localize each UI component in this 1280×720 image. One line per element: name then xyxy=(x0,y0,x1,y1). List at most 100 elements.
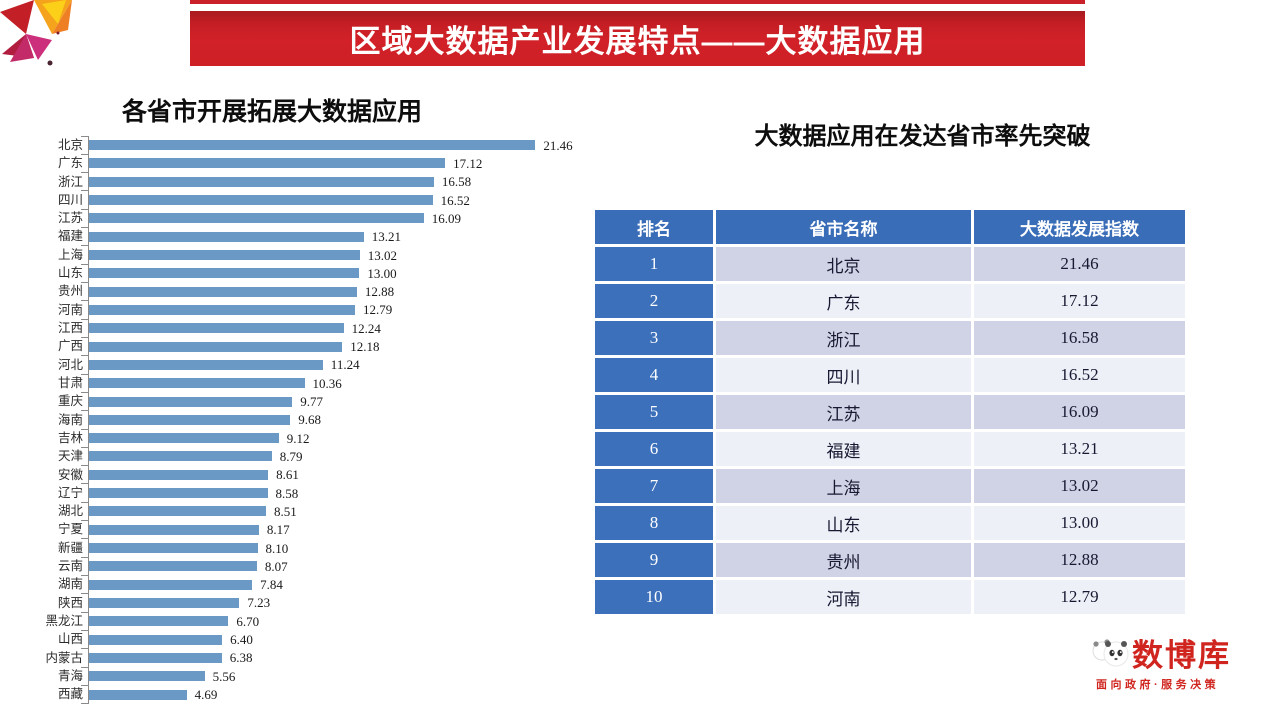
bar-track: 8.07 xyxy=(88,557,586,576)
bar-track: 9.68 xyxy=(88,410,586,429)
chart-row: 湖南 7.84 xyxy=(30,574,586,594)
category-label: 山西 xyxy=(57,632,83,647)
value-label: 8.10 xyxy=(265,540,289,556)
bar xyxy=(89,250,360,261)
index-cell: 13.21 xyxy=(974,432,1185,466)
bar-track: 13.00 xyxy=(88,264,586,283)
table-header-cell: 省市名称 xyxy=(716,210,971,244)
index-cell: 21.46 xyxy=(974,247,1185,281)
chart-row: 河北 11.24 xyxy=(30,355,586,375)
chart-row: 黑龙江 6.70 xyxy=(30,611,586,631)
corner-polygon-logo-icon xyxy=(0,0,72,66)
category-label: 陕西 xyxy=(57,595,83,610)
value-label: 8.58 xyxy=(275,485,299,501)
bar xyxy=(89,506,266,517)
panda-mascot-icon xyxy=(1092,639,1129,667)
category-label: 四川 xyxy=(57,192,83,207)
category-label: 河北 xyxy=(57,357,83,372)
bar-chart: 北京 21.46 广东 17.12 浙江 16.58 四川 16.52 江苏 16.09 福建 13.… xyxy=(30,135,586,704)
value-label: 21.46 xyxy=(543,137,573,153)
province-cell: 广东 xyxy=(716,284,971,318)
bar-track: 8.79 xyxy=(88,447,586,466)
category-label: 浙江 xyxy=(57,174,83,189)
bar-track: 8.61 xyxy=(88,465,586,484)
category-label: 重庆 xyxy=(57,394,83,409)
category-label: 甘肃 xyxy=(57,375,83,390)
category-label: 宁夏 xyxy=(57,522,83,537)
category-label: 江西 xyxy=(57,321,83,336)
category-label: 辽宁 xyxy=(57,485,83,500)
category-label: 内蒙古 xyxy=(45,650,83,665)
value-label: 8.79 xyxy=(279,448,303,464)
chart-row: 山东 13.00 xyxy=(30,263,586,283)
value-label: 5.56 xyxy=(212,668,236,684)
bar-track: 13.02 xyxy=(88,245,586,265)
bar-track: 8.51 xyxy=(88,502,586,521)
value-label: 10.36 xyxy=(312,375,342,391)
bar xyxy=(89,597,240,608)
bar-track: 16.58 xyxy=(88,172,586,191)
value-label: 4.69 xyxy=(194,687,218,703)
chart-row: 浙江 16.58 xyxy=(30,172,586,191)
chart-row: 安徽 8.61 xyxy=(30,465,586,484)
chart-row: 广东 17.12 xyxy=(30,153,586,173)
bar xyxy=(89,231,364,242)
province-cell: 浙江 xyxy=(716,321,971,355)
bar xyxy=(89,213,424,224)
category-label: 云南 xyxy=(57,559,83,574)
value-label: 16.09 xyxy=(431,210,461,226)
category-label: 广西 xyxy=(57,339,83,354)
province-cell: 河南 xyxy=(716,580,971,614)
slide-title: 区域大数据产业发展特点——大数据应用 xyxy=(349,24,926,59)
chart-row: 江苏 16.09 xyxy=(30,208,586,228)
bar-track: 9.77 xyxy=(88,392,586,411)
chart-row: 甘肃 10.36 xyxy=(30,373,586,393)
value-label: 7.84 xyxy=(260,577,283,593)
bar-track: 21.46 xyxy=(88,136,586,155)
index-cell: 16.58 xyxy=(974,321,1185,355)
bar xyxy=(89,616,229,627)
category-label: 福建 xyxy=(57,229,83,244)
category-label: 海南 xyxy=(57,412,83,427)
category-label: 贵州 xyxy=(57,284,83,299)
province-cell: 山东 xyxy=(716,506,971,540)
chart-row: 江西 12.24 xyxy=(30,318,586,338)
value-label: 9.77 xyxy=(300,394,323,410)
bar xyxy=(89,378,305,389)
category-label: 山东 xyxy=(57,266,83,281)
bar xyxy=(89,286,357,297)
category-label: 天津 xyxy=(57,449,83,464)
bar xyxy=(89,543,258,554)
category-label: 黑龙江 xyxy=(45,614,83,629)
chart-row: 青海 5.56 xyxy=(30,666,586,686)
value-label: 8.17 xyxy=(266,522,290,538)
chart-row: 西藏 4.69 xyxy=(30,684,586,704)
bar xyxy=(89,433,279,444)
bar-track: 12.79 xyxy=(88,300,586,320)
bar xyxy=(89,561,257,572)
bar-track: 9.12 xyxy=(88,429,586,448)
bar xyxy=(89,341,343,352)
category-label: 吉林 xyxy=(57,430,83,445)
bar-track: 7.23 xyxy=(88,593,586,613)
province-cell: 贵州 xyxy=(716,543,971,577)
bar-track: 6.70 xyxy=(88,612,586,631)
category-label: 广东 xyxy=(57,156,83,171)
rank-cell: 9 xyxy=(595,543,713,577)
chart-row: 内蒙古 6.38 xyxy=(30,648,586,668)
category-label: 湖南 xyxy=(57,577,83,592)
bar-track: 5.56 xyxy=(88,667,586,686)
bar xyxy=(89,579,253,590)
chart-row: 河南 12.79 xyxy=(30,300,586,320)
rank-cell: 7 xyxy=(595,469,713,503)
rank-cell: 1 xyxy=(595,247,713,281)
bar-track: 12.24 xyxy=(88,319,586,338)
table-header-cell: 排名 xyxy=(595,210,713,244)
chart-row: 湖北 8.51 xyxy=(30,501,586,521)
bar-track: 7.84 xyxy=(88,575,586,594)
value-label: 12.24 xyxy=(351,320,381,336)
category-label: 青海 xyxy=(57,668,83,683)
province-cell: 四川 xyxy=(716,358,971,392)
index-cell: 13.02 xyxy=(974,469,1185,503)
